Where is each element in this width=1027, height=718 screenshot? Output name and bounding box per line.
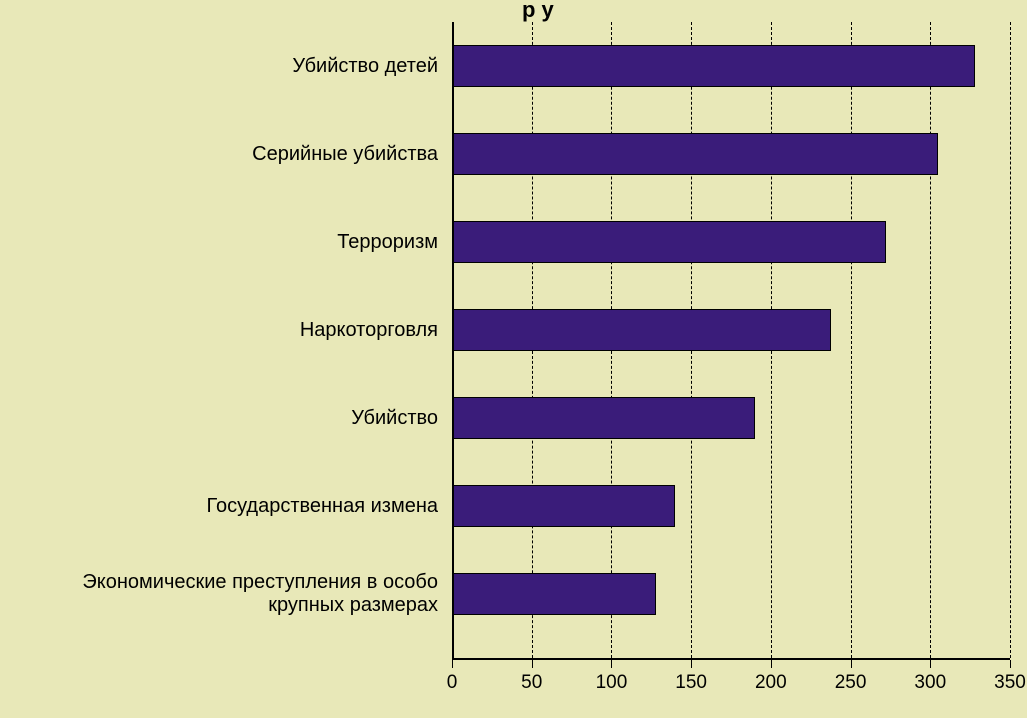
- bar: [452, 45, 975, 87]
- x-tick-mark: [851, 660, 852, 668]
- x-tick-mark: [691, 660, 692, 668]
- x-tick-mark: [771, 660, 772, 668]
- x-tick-mark: [1010, 660, 1011, 668]
- bar: [452, 485, 675, 527]
- gridline: [930, 22, 931, 658]
- x-tick-mark: [532, 660, 533, 668]
- x-tick-label: 200: [755, 672, 787, 694]
- bar: [452, 573, 656, 615]
- bar: [452, 221, 886, 263]
- plot-area: [452, 22, 1010, 658]
- x-tick-mark: [611, 660, 612, 668]
- x-tick-mark: [452, 660, 453, 668]
- chart-canvas: р у Убийство детейСерийные убийстваТерро…: [0, 0, 1027, 718]
- bar: [452, 133, 938, 175]
- x-tick-label: 100: [596, 672, 628, 694]
- x-tick-mark: [930, 660, 931, 668]
- gridline: [851, 22, 852, 658]
- category-label: Терроризм: [6, 198, 438, 286]
- bar: [452, 309, 831, 351]
- x-tick-label: 0: [447, 672, 458, 694]
- x-tick-label: 300: [914, 672, 946, 694]
- category-label: Государственная измена: [6, 462, 438, 550]
- category-label: Экономические преступления в особо крупн…: [6, 550, 438, 638]
- x-axis: [452, 658, 1010, 660]
- x-tick-label: 350: [994, 672, 1026, 694]
- category-label: Наркоторговля: [6, 286, 438, 374]
- x-tick-label: 50: [521, 672, 542, 694]
- category-label: Убийство детей: [6, 22, 438, 110]
- y-axis: [452, 22, 454, 658]
- category-label: Серийные убийства: [6, 110, 438, 198]
- bar: [452, 397, 755, 439]
- x-tick-label: 250: [835, 672, 867, 694]
- x-tick-label: 150: [675, 672, 707, 694]
- category-label: Убийство: [6, 374, 438, 462]
- chart-title-fragment: р у: [522, 0, 554, 23]
- gridline: [1010, 22, 1011, 658]
